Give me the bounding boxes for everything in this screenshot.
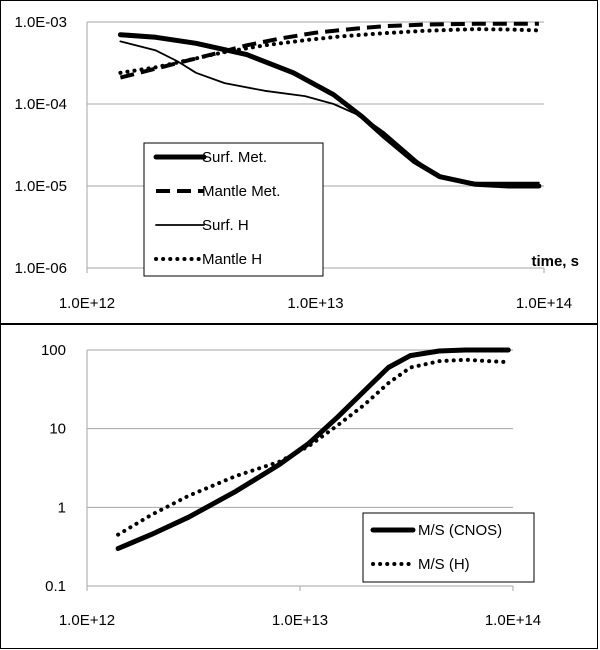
y-tick-label: 1.0E-04 xyxy=(14,96,67,113)
x-tick-label: 1.0E+12 xyxy=(59,612,115,629)
y-tick-label: 0.1 xyxy=(45,578,66,595)
legend-label: Mantle H xyxy=(202,251,262,268)
series-line-mantle-met xyxy=(119,21,539,80)
y-tick-label: 1 xyxy=(58,499,66,516)
x-axis-title: time, s xyxy=(531,253,579,270)
legend-label: Mantle Met. xyxy=(202,183,280,200)
y-tick-label: 1.0E-05 xyxy=(14,178,67,195)
top-chart-panel: 1.0E-06 1.0E-05 1.0E-04 1.0E-03 1.0E+12 1.0E+… xyxy=(0,0,598,324)
series-line-m-s-cnos xyxy=(115,347,511,551)
legend xyxy=(143,142,324,277)
y-tick-label: 1.0E-06 xyxy=(14,260,67,277)
legend-label: Surf. Met. xyxy=(202,149,267,166)
x-tick-label: 1.0E+14 xyxy=(516,295,572,312)
legend-label: M/S (CNOS) xyxy=(418,522,502,539)
y-tick-label: 1.0E-03 xyxy=(14,14,67,31)
x-tick-label: 1.0E+14 xyxy=(485,612,541,629)
y-tick-label: 100 xyxy=(41,342,66,359)
legend xyxy=(362,512,535,583)
series-line-mantle-h xyxy=(118,27,541,75)
x-tick-label: 1.0E+13 xyxy=(272,612,328,629)
series-line-m-s-h xyxy=(116,357,511,537)
x-tick-label: 1.0E+13 xyxy=(287,295,343,312)
bottom-chart: 0.1 1 10 100 1.0E+12 1.0E+13 1.0E+14 M/S (CNOS)… xyxy=(41,342,541,629)
series-line-surf-h xyxy=(119,40,540,184)
top-chart: 1.0E-06 1.0E-05 1.0E-04 1.0E-03 1.0E+12 1.0E+… xyxy=(14,14,579,312)
legend-label: M/S (H) xyxy=(418,556,470,573)
legend-label: Surf. H xyxy=(202,217,249,234)
bottom-chart-panel: 0.1 1 10 100 1.0E+12 1.0E+13 1.0E+14 M/S (CNOS)… xyxy=(0,324,598,649)
x-tick-label: 1.0E+12 xyxy=(59,295,115,312)
y-tick-label: 10 xyxy=(49,421,66,438)
